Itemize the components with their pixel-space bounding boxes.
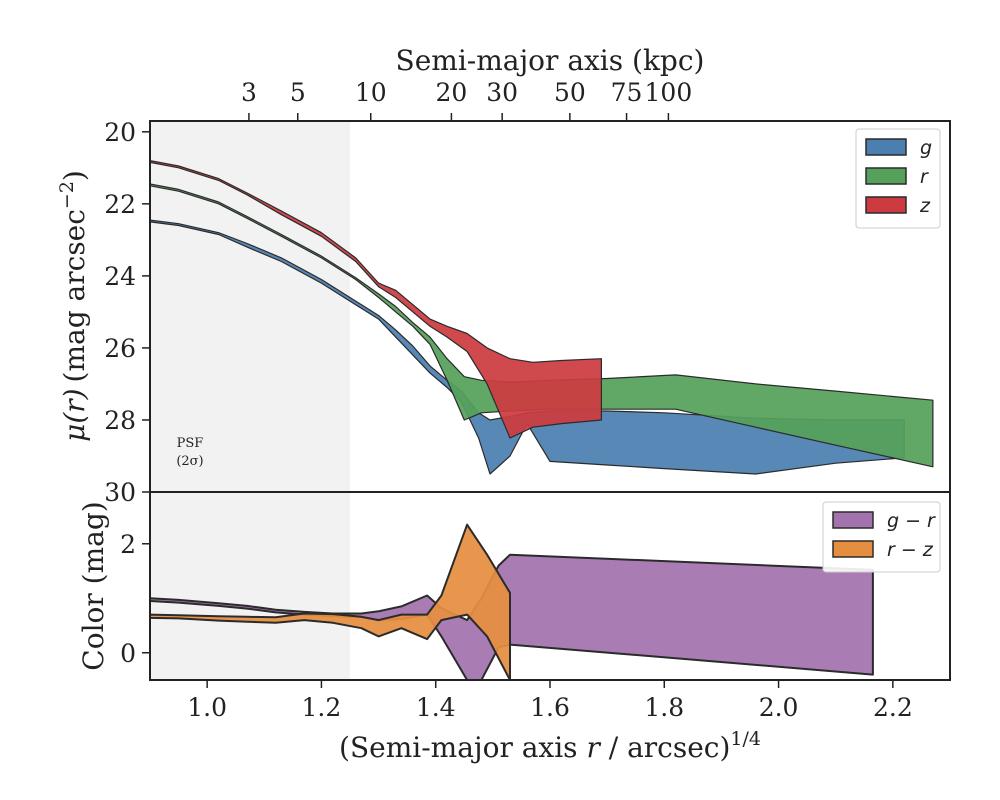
- y-tick-label: 20: [104, 118, 136, 147]
- y-tick-label: 24: [104, 262, 136, 291]
- color-legend-label: r − z: [887, 539, 934, 561]
- kpc-tick-label: 100: [645, 78, 693, 107]
- color-y-tick-label: 2: [120, 530, 136, 559]
- mu-unit-exponent: −2: [56, 181, 78, 209]
- kpc-tick-label: 75: [611, 78, 643, 107]
- surface-brightness-legend-label: r: [920, 166, 929, 188]
- color-legend-label: g − r: [887, 510, 936, 532]
- x-axis-title-variable: r: [586, 731, 601, 764]
- kpc-tick-label: 10: [355, 78, 387, 107]
- x-tick-label: 1.8: [644, 693, 684, 722]
- surface-brightness-panel: 20 22 24 26 28 30 3 5 10 20 30 50 75 100 PSF (2σ) Se…: [56, 44, 951, 507]
- kpc-tick-label: 5: [290, 78, 306, 107]
- psf-sigma-label: (2σ): [176, 454, 203, 469]
- kpc-tick-label: 50: [554, 78, 586, 107]
- psf-region-bottom: [150, 492, 350, 680]
- x-axis-title-exponent: 1/4: [730, 728, 761, 750]
- surface-brightness-legend: grz: [855, 128, 941, 229]
- mu-symbol: μ(r): [58, 388, 91, 441]
- y-tick-label: 30: [104, 478, 136, 507]
- kpc-tick-label: 20: [436, 78, 468, 107]
- top-axis-title: Semi-major axis (kpc): [396, 44, 705, 77]
- surface-brightness-band-3: [149, 160, 603, 439]
- x-tick-label: 1.4: [416, 693, 456, 722]
- surface-brightness-axis-title: μ(r) (mag arcsec−2): [56, 170, 91, 442]
- y-tick-label: 28: [104, 406, 136, 435]
- psf-region-top: [150, 121, 350, 492]
- top-kpc-axis-ticks: 3 5 10 20 30 50 75 100: [241, 78, 692, 121]
- color-frame: [149, 491, 951, 681]
- kpc-tick-label: 30: [486, 78, 518, 107]
- color-legend-swatch: [832, 511, 874, 529]
- surface-brightness-legend-swatch: [865, 138, 907, 156]
- x-tick-label: 1.2: [302, 693, 342, 722]
- color-panel: 1.0 1.2 1.4 1.6 1.8 2.0 2.2 02 Color (mag) (Se…: [77, 491, 951, 764]
- x-tick-label: 2.0: [759, 693, 799, 722]
- x-tick-label: 1.0: [187, 693, 227, 722]
- surface-brightness-y-ticks: 20 22 24 26 28 30: [104, 118, 150, 507]
- surface-brightness-legend-swatch: [865, 196, 907, 214]
- color-x-ticks: 1.0 1.2 1.4 1.6 1.8 2.0 2.2: [187, 680, 913, 722]
- x-axis-title: (Semi-major axis r / arcsec)1/4: [339, 728, 761, 764]
- x-tick-label: 1.6: [530, 693, 570, 722]
- y-tick-label: 26: [104, 334, 136, 363]
- mu-unit-close: ): [58, 170, 91, 181]
- color-legend: g − r r − z: [822, 501, 941, 573]
- surface-brightness-legend-swatch: [865, 167, 907, 185]
- color-axis-title: Color (mag): [77, 501, 110, 670]
- surface-brightness-legend-label: z: [919, 195, 931, 217]
- surface-brightness-legend-label: g: [920, 137, 932, 159]
- color-series: [149, 523, 874, 681]
- y-tick-label: 22: [104, 190, 136, 219]
- psf-label: PSF: [177, 436, 204, 451]
- color-legend-swatch: [832, 540, 874, 558]
- x-tick-label: 2.2: [873, 693, 913, 722]
- color-y-tick-label: 0: [120, 639, 136, 668]
- surface-brightness-band-2: [149, 183, 934, 468]
- mu-unit: (mag arcsec: [58, 209, 91, 382]
- x-axis-title-main: (Semi-major axis: [339, 731, 586, 764]
- kpc-tick-label: 3: [241, 78, 257, 107]
- color-y-ticks: 02: [120, 530, 150, 668]
- x-axis-title-unit: / arcsec): [600, 731, 731, 764]
- surface-brightness-series: [149, 160, 934, 475]
